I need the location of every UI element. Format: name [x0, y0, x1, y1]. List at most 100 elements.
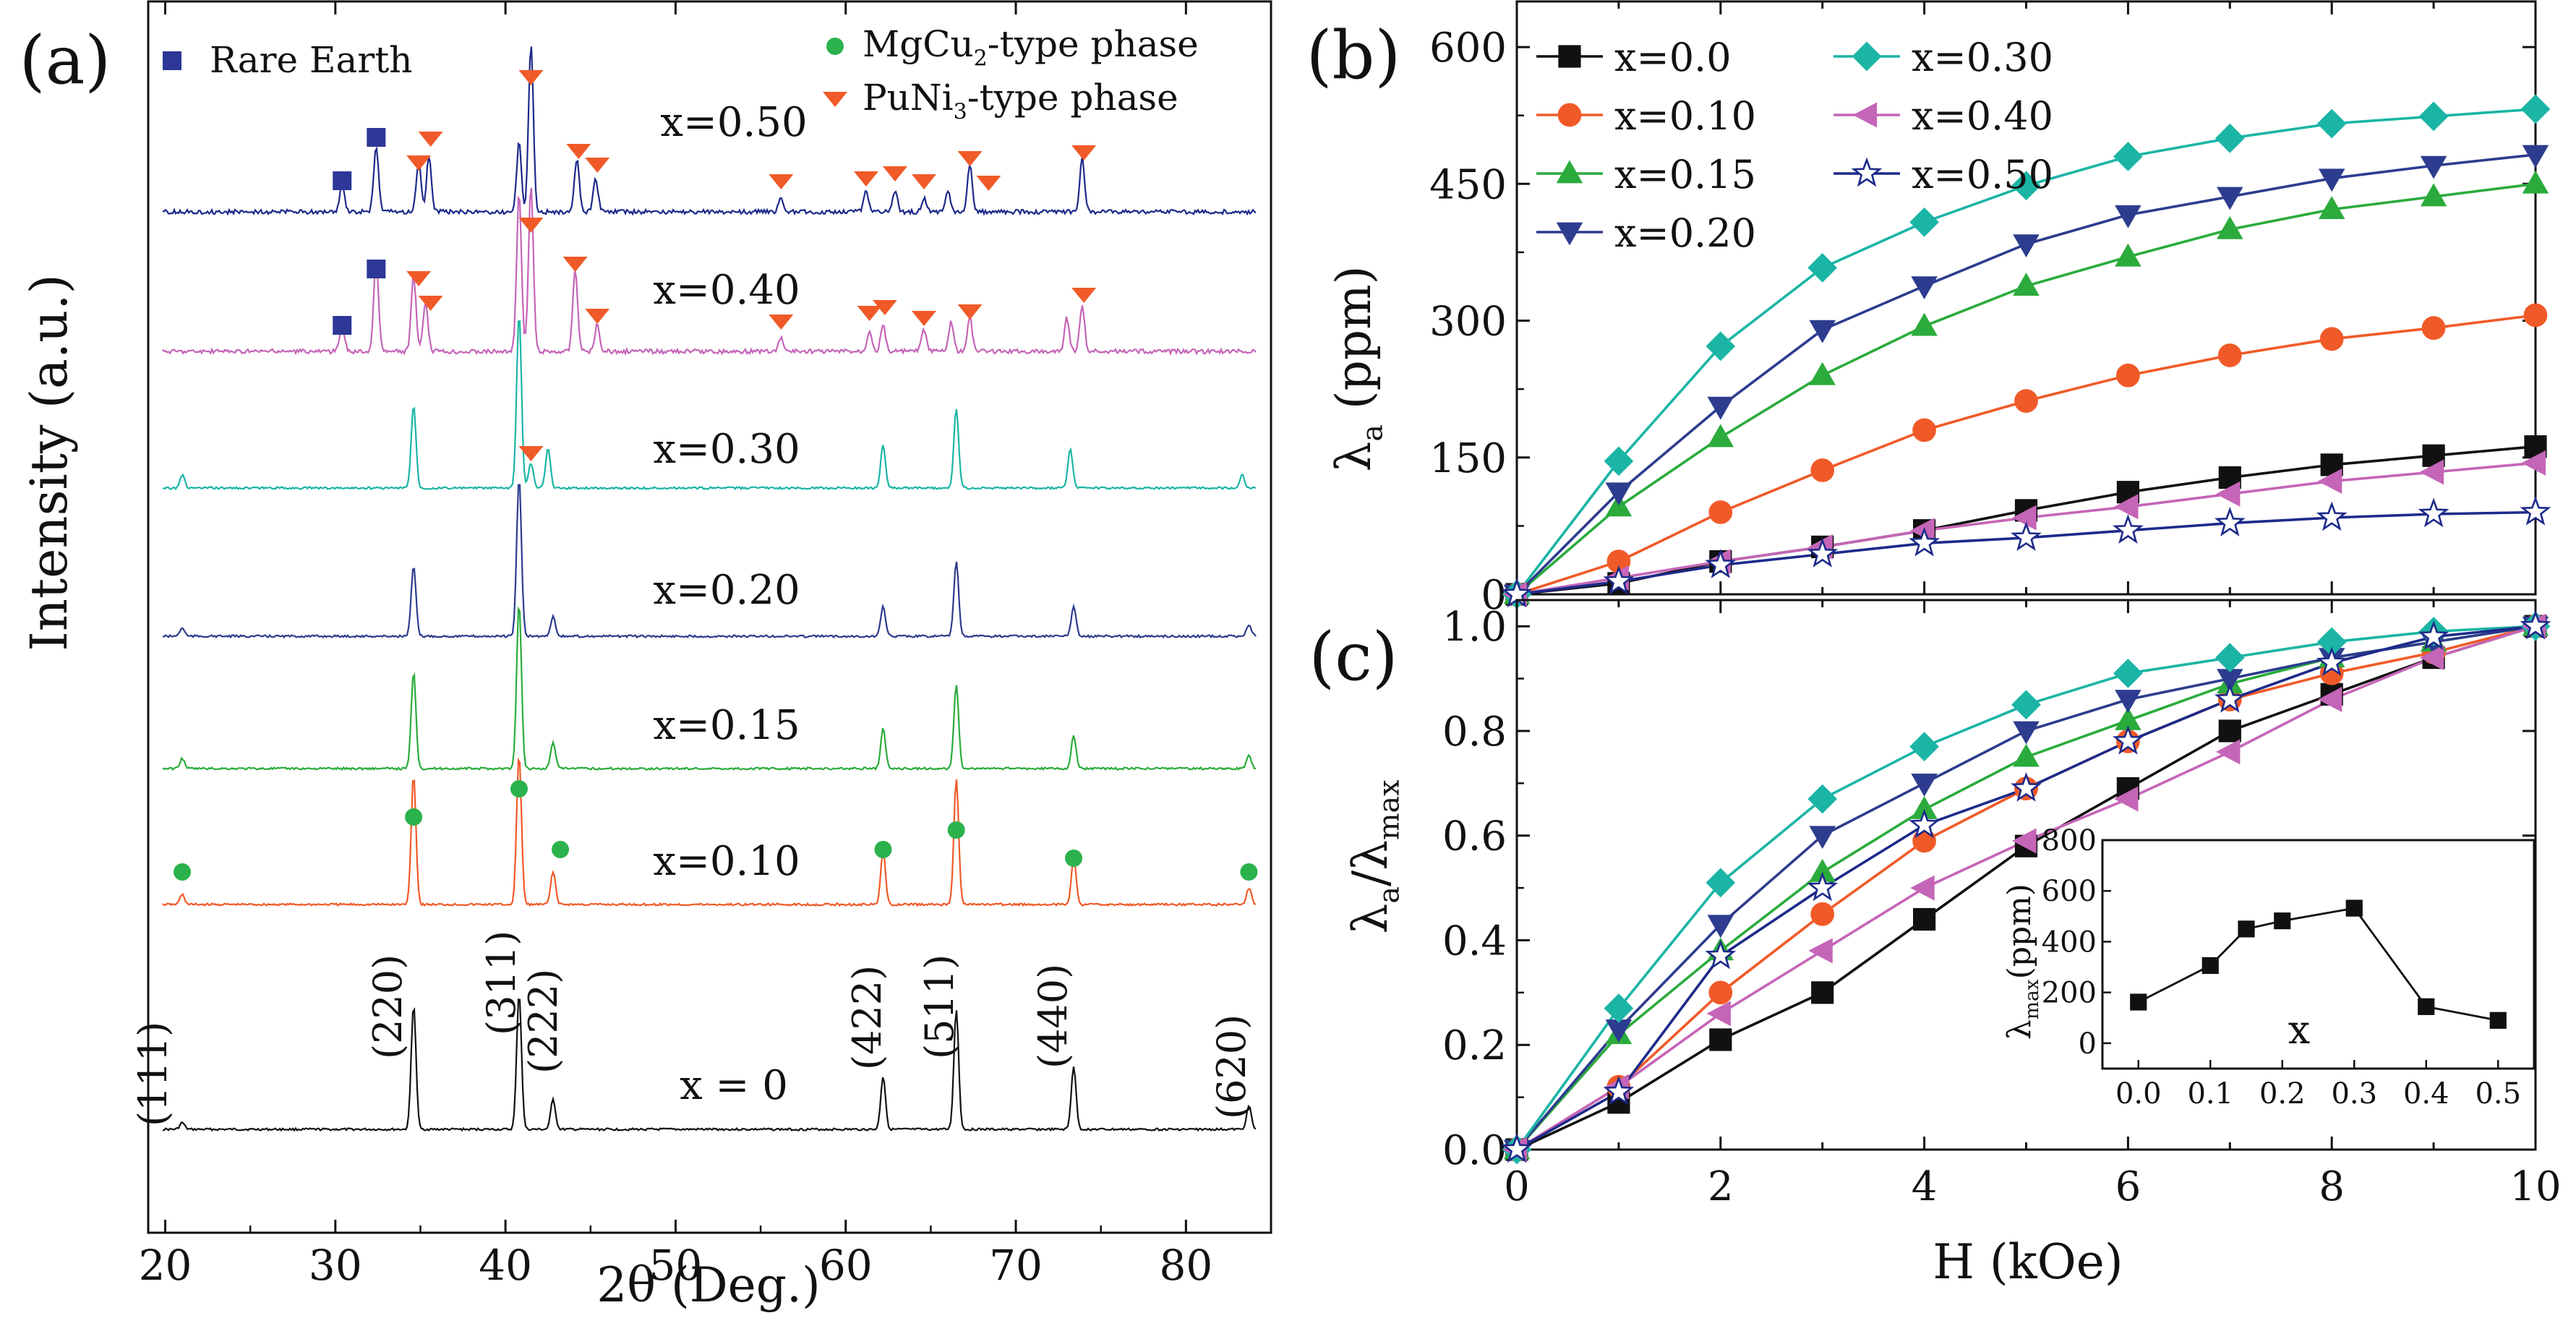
data-point-b-x015	[2420, 183, 2447, 207]
pattern-label-x010: x=0.10	[653, 838, 800, 885]
data-point-b-x050	[2520, 495, 2551, 526]
y-tick-label-c: 0.4	[1442, 917, 1507, 964]
panel-c-normalized: 0.00.20.40.60.81.00 2 4 6 8 10H (kOe)(c)λa/λm…	[1309, 599, 2562, 1290]
x-axis-label-a: 2θ (Deg.)	[596, 1257, 820, 1313]
puni3-marker	[872, 300, 897, 315]
y-tick-label-b: 600	[1429, 25, 1507, 72]
data-point-b-x030	[1807, 253, 1838, 283]
hkl-label: (422)	[844, 965, 890, 1070]
puni3-marker	[853, 171, 878, 187]
data-point-b-x050	[2011, 521, 2042, 552]
data-point-c-x050	[2316, 646, 2348, 677]
data-point-c-x050	[2214, 683, 2246, 713]
data-point-b-x010	[2319, 327, 2344, 351]
panel-b-magnetostriction: 0 150 300 450 600 (b) λa (ppm) x=0.0 x=0.10 x=0.1…	[1306, 0, 2551, 619]
inset-x-tick-label: 0.5	[2475, 1077, 2521, 1111]
data-point-c-x020	[1707, 915, 1734, 938]
legend-puni3-label: PuNi3-type phase	[863, 77, 1178, 125]
hkl-label: (220)	[365, 954, 411, 1059]
inset-data-point	[2345, 899, 2363, 917]
x-tick-label-a: 80	[1159, 1241, 1212, 1290]
y-tick-label-b: 300	[1429, 299, 1507, 346]
legend-label-x050: x=0.50	[1912, 152, 2053, 197]
data-point-c-x030	[2113, 658, 2143, 688]
inset-data-point	[2238, 920, 2255, 938]
pattern-label-x040: x=0.40	[653, 267, 800, 314]
data-point-c-x050	[2113, 724, 2144, 755]
y-axis-label-c-part-2: /λ	[1343, 840, 1398, 886]
x-tick-label-c: 4	[1912, 1163, 1938, 1210]
plot-frame-a	[147, 0, 1272, 1234]
inset-x-tick-label: 0.2	[2259, 1077, 2306, 1111]
puni3-marker	[1071, 288, 1097, 303]
x-tick-label-c: 8	[2319, 1163, 2345, 1210]
legend-mgcu2-label: MgCu2-type phase	[863, 23, 1199, 72]
puni3-marker	[911, 174, 936, 189]
data-point-b-x030	[2215, 123, 2245, 153]
data-point-c-x040	[2216, 739, 2241, 765]
puni3-marker	[518, 218, 544, 233]
data-point-c-x050	[1603, 1075, 1635, 1105]
legend-mgcu2-label-part-1: 2	[974, 46, 988, 72]
hkl-label: (111)	[130, 1022, 176, 1126]
y-tick-label-c: 0.0	[1442, 1127, 1507, 1174]
data-point-c-x0	[1709, 1028, 1732, 1051]
legend-label-x0: x=0.0	[1614, 35, 1732, 80]
xrd-pattern-x030	[162, 320, 1257, 491]
puni3-marker	[566, 144, 591, 159]
y-axis-label-b-part-1: a	[1356, 424, 1390, 442]
data-point-b-x0	[2218, 466, 2241, 489]
legend-puni3-label-part-2: -type phase	[967, 77, 1178, 119]
x-tick-label-c: 0	[1504, 1163, 1530, 1210]
puni3-marker	[562, 257, 588, 272]
data-point-b-x020	[2522, 145, 2549, 168]
y-axis-label-c-part-1: a	[1373, 886, 1406, 904]
series-line-b-x010	[1516, 314, 2536, 596]
y-tick-label-b: 150	[1429, 435, 1507, 482]
data-point-b-x010	[2014, 389, 2038, 413]
pattern-label-x030: x=0.30	[653, 426, 800, 473]
legend-label-x015: x=0.15	[1614, 152, 1756, 197]
pattern-label-x0: x = 0	[680, 1062, 788, 1109]
y-tick-label-c: 0.6	[1442, 813, 1507, 860]
puni3-marker	[418, 296, 443, 311]
y-tick-label-c: 0.2	[1442, 1022, 1507, 1069]
data-point-b-x015	[2217, 215, 2243, 239]
legend-marker-x050	[1851, 157, 1883, 187]
rare-earth-marker	[367, 260, 386, 278]
mgcu2-marker	[174, 863, 192, 881]
data-point-c-x050	[1807, 871, 1839, 902]
data-point-c-x030	[1706, 868, 1736, 898]
inset-y-tick-label: 800	[2042, 824, 2097, 857]
data-point-b-x030	[1706, 331, 1736, 362]
data-point-b-x030	[2113, 142, 2143, 171]
legend-puni3-label-part-1: 3	[954, 100, 967, 125]
data-point-c-x040	[2317, 687, 2342, 713]
data-point-b-x020	[2217, 187, 2243, 210]
puni3-marker	[911, 311, 936, 326]
x-tick-label-a: 30	[309, 1241, 362, 1290]
rare-earth-marker	[333, 316, 352, 335]
data-point-c-x050	[2418, 620, 2449, 650]
puni3-marker	[882, 166, 907, 181]
data-point-b-x015	[2115, 243, 2141, 267]
legend-label-x030: x=0.30	[1912, 35, 2053, 80]
data-point-b-x030	[1604, 446, 1634, 476]
data-point-b-x040	[2419, 459, 2444, 485]
puni3-marker	[769, 315, 794, 330]
data-point-b-x020	[1911, 276, 1938, 300]
data-point-c-x0	[2218, 719, 2241, 743]
hkl-label: (620)	[1209, 1014, 1254, 1119]
x-tick-label-a: 40	[479, 1241, 532, 1290]
x-tick-label-c: 2	[1708, 1163, 1734, 1210]
data-point-b-x010	[2116, 363, 2140, 388]
data-point-b-x030	[2316, 108, 2347, 139]
mgcu2-marker	[405, 808, 423, 826]
y-axis-label-c: λa/λmax	[1343, 780, 1406, 934]
puni3-marker	[857, 306, 882, 321]
puni3-marker	[518, 70, 544, 85]
inset-y-tick-label: 200	[2042, 977, 2097, 1010]
legend-mgcu2-label-part-2: -type phase	[988, 23, 1199, 65]
x-tick-label-a: 70	[989, 1241, 1043, 1290]
data-point-b-x050	[2214, 507, 2246, 536]
